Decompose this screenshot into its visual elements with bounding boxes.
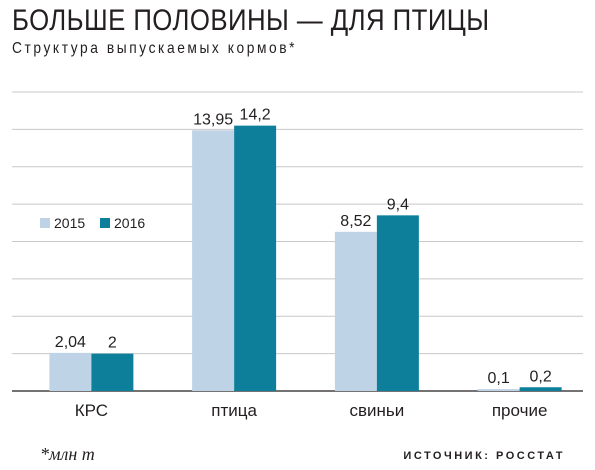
data-labels: 2,04 2 13,95 14,2 8,52 9,4 0,1 0,2 [55,107,552,387]
data-label-2016-3: 9,4 [387,196,409,213]
x-tick-label: прочие [492,401,548,420]
data-label-2015-2: 13,95 [193,111,233,128]
bar-2015-2 [192,130,235,391]
data-label-2015-3: 8,52 [340,213,371,230]
legend-label-2015: 2015 [54,215,85,231]
x-tick-label: КРС [75,401,108,420]
source-note: ИСТОЧНИК: РОССТАТ [403,450,565,462]
gridlines [12,91,583,392]
bar-2015-3 [334,231,377,391]
legend-swatch-2016 [100,218,110,228]
legend-swatch-2015 [40,218,50,228]
bar-2016-1 [91,353,134,391]
x-tick-label: птица [211,401,257,420]
bar-2015-4 [477,389,520,391]
chart-title: БОЛЬШЕ ПОЛОВИНЫ — ДЛЯ ПТИЦЫ [12,4,490,37]
data-label-2016-1: 2 [108,335,117,352]
data-label-2015-4: 0,1 [488,370,510,387]
bar-2016-3 [376,215,419,391]
bar-2015-1 [49,352,92,391]
bar-2016-2 [234,125,277,391]
chart-subtitle: Структура выпускаемых кормов* [12,40,298,57]
bar-2016-4 [519,387,562,391]
data-label-2016-2: 14,2 [240,107,271,124]
bars [49,125,562,391]
data-label-2016-4: 0,2 [530,368,552,385]
footnote: *млн т [40,444,95,464]
x-tick-labels: КРС птица свиньи прочие [75,401,548,420]
legend: 2015 2016 [40,215,145,231]
legend-label-2016: 2016 [114,215,145,231]
x-tick-label: свиньи [349,401,404,420]
data-label-2015-1: 2,04 [55,334,86,351]
